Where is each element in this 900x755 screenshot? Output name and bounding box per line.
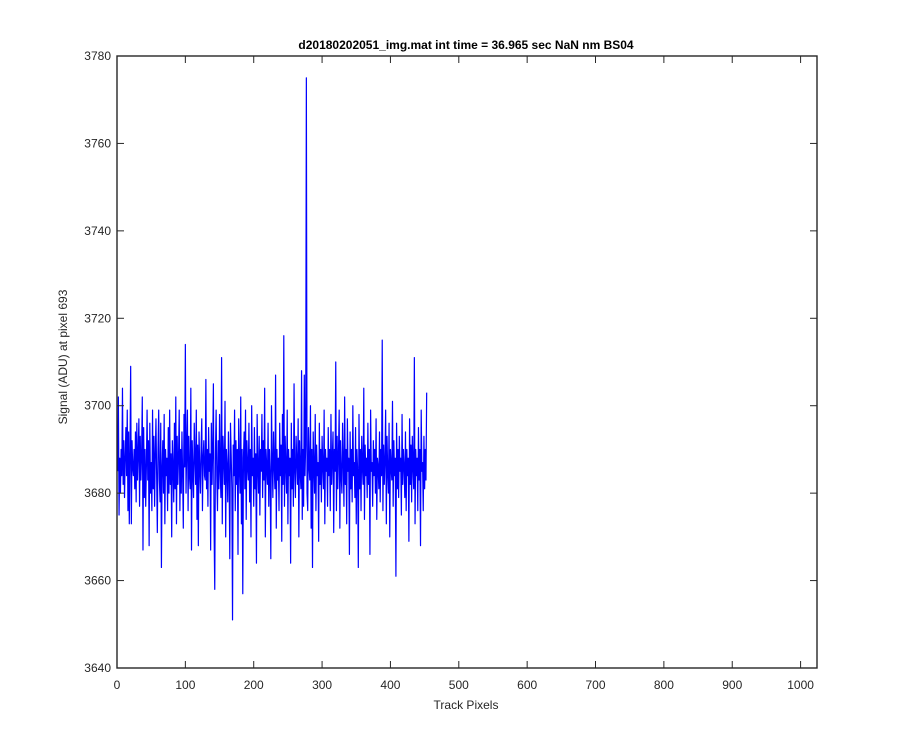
x-tick-label: 900 xyxy=(722,678,742,692)
x-tick-label: 800 xyxy=(654,678,674,692)
plot-background xyxy=(117,56,817,668)
y-tick-label: 3640 xyxy=(84,661,111,675)
chart-title: d20180202051_img.mat int time = 36.965 s… xyxy=(298,38,634,52)
x-tick-label: 300 xyxy=(312,678,332,692)
x-tick-label: 0 xyxy=(114,678,121,692)
y-tick-label: 3780 xyxy=(84,49,111,63)
y-tick-label: 3700 xyxy=(84,399,111,413)
plot-frame xyxy=(116,55,818,669)
x-tick-label: 600 xyxy=(517,678,537,692)
x-tick-label: 200 xyxy=(244,678,264,692)
x-axis-label: Track Pixels xyxy=(434,698,499,712)
plot-area: 0 100 200 300 400 500 600 700 800 900 1000 3640 3660… xyxy=(84,49,818,692)
y-axis-label: Signal (ADU) at pixel 693 xyxy=(56,289,70,424)
series-line-0 xyxy=(117,77,428,621)
x-tick-label: 700 xyxy=(586,678,606,692)
x-tick-label: 1000 xyxy=(787,678,814,692)
x-tick-label: 500 xyxy=(449,678,469,692)
y-tick-label: 3760 xyxy=(84,136,111,150)
y-tick-label: 3680 xyxy=(84,486,111,500)
x-tick-label: 100 xyxy=(175,678,195,692)
y-tick-label: 3660 xyxy=(84,574,111,588)
y-tick-label: 3720 xyxy=(84,311,111,325)
y-tick-label: 3740 xyxy=(84,224,111,238)
x-tick-label: 400 xyxy=(380,678,400,692)
